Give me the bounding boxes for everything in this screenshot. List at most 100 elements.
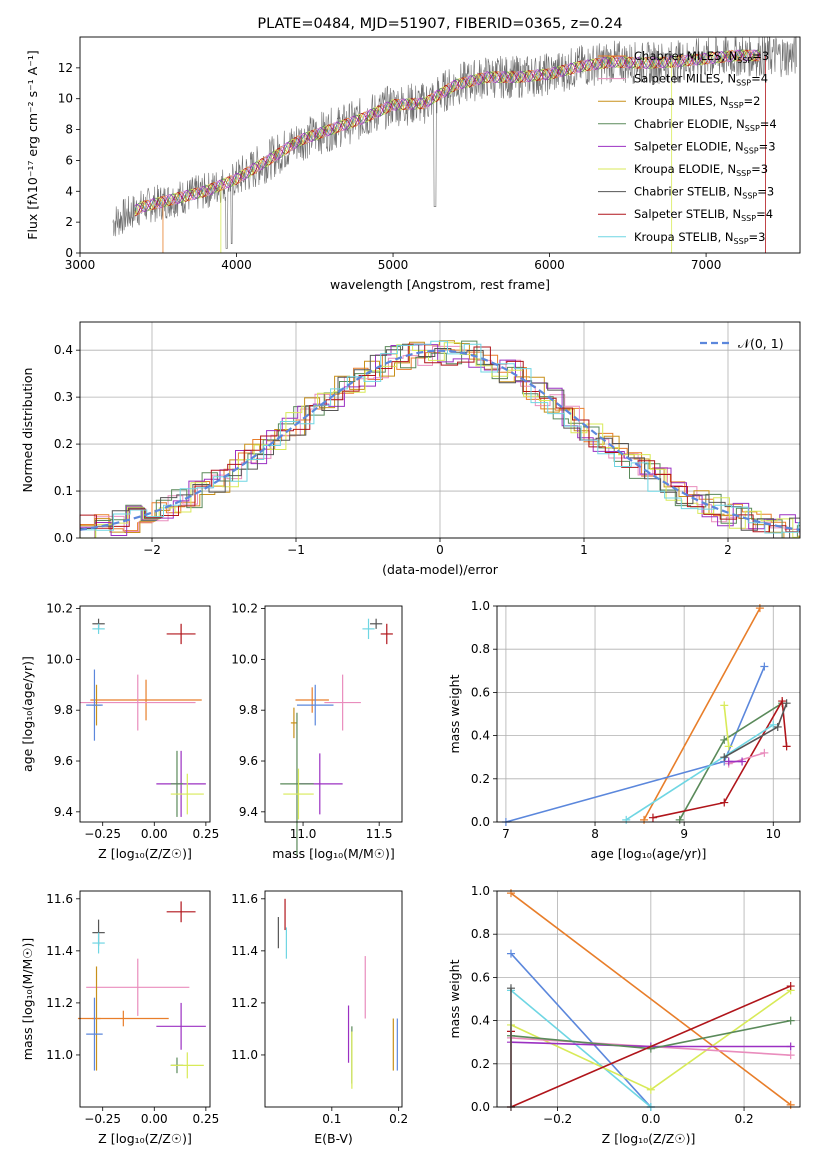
residuals-ytick-label: 0.3 bbox=[54, 390, 73, 404]
age_weight-point-marker bbox=[782, 742, 791, 751]
age_weight-point-marker bbox=[720, 735, 729, 744]
z_weight-ytick-label: 0.0 bbox=[471, 1100, 490, 1114]
z_weight-frame bbox=[496, 890, 801, 1108]
residuals-histogram-step bbox=[79, 345, 801, 539]
residuals-xtick-label: −2 bbox=[143, 543, 161, 557]
legend-entry-8: Kroupa STELIB, NSSP=3 bbox=[634, 230, 765, 246]
residuals-xtick-label: 0 bbox=[436, 543, 444, 557]
age_weight-point-marker bbox=[724, 757, 733, 766]
age_weight-xtick-label: 10 bbox=[766, 827, 781, 841]
z_mass-xlabel: Z [log₁₀(Z/Z☉)] bbox=[98, 1131, 192, 1146]
legend-entry-3: Chabrier ELODIE, NSSP=4 bbox=[634, 117, 777, 133]
age_weight-point-marker bbox=[782, 699, 791, 708]
residuals-legend-label: 𝒩(0, 1) bbox=[738, 336, 784, 351]
residuals-ytick-label: 0.0 bbox=[54, 531, 73, 545]
residuals-gaussian-line bbox=[79, 349, 801, 531]
age_weight-xtick-label: 9 bbox=[680, 827, 688, 841]
ebv_mass-xlabel: E(B-V) bbox=[314, 1131, 353, 1146]
z_weight-point-marker bbox=[646, 1085, 655, 1094]
spectrum-ytick-label: 10 bbox=[58, 92, 73, 106]
age_weight-series-line bbox=[643, 607, 761, 821]
z_mass-ylabel: mass [log₁₀(M/M☉)] bbox=[20, 938, 35, 1060]
age_weight-point-marker bbox=[720, 798, 729, 807]
age_weight-point-marker bbox=[640, 815, 649, 824]
age_weight-ytick-label: 1.0 bbox=[471, 599, 490, 613]
mass_age-xtick-label: 11.5 bbox=[366, 827, 393, 841]
legend-entry-4: Salpeter ELODIE, NSSP=3 bbox=[634, 139, 776, 155]
age_weight-ytick-label: 0.0 bbox=[471, 815, 490, 829]
age_weight-point-marker bbox=[720, 753, 729, 762]
legend-entry-7: Salpeter STELIB, NSSP=4 bbox=[634, 207, 773, 223]
age_weight-series-line bbox=[625, 724, 774, 821]
spectrum-frame bbox=[79, 36, 801, 254]
spectrum-model-line bbox=[134, 49, 761, 215]
spectrum-ytick-label: 8 bbox=[65, 123, 73, 137]
age_weight-xtick-label: 8 bbox=[591, 827, 599, 841]
age_weight-ytick-label: 0.6 bbox=[471, 685, 490, 699]
age_weight-point-marker bbox=[724, 742, 733, 751]
age_weight-xlabel: age [log₁₀(age/yr)] bbox=[591, 846, 707, 861]
spectrum-model-line bbox=[134, 49, 761, 214]
z_mass-ytick-label: 11.4 bbox=[46, 944, 73, 958]
spectrum-model-line bbox=[134, 49, 761, 217]
age_weight-axes: 7 8 9 10 0.0 0.2 0.4 0.6 0.8 1.0 age [log₁₀(age/yr… bbox=[447, 599, 800, 861]
z_age-ytick-label: 9.6 bbox=[54, 754, 73, 768]
legend-entry-1: Salpeter MILES, NSSP=4 bbox=[634, 72, 768, 88]
z_age-xlabel: Z [log₁₀(Z/Z☉)] bbox=[98, 846, 192, 861]
mass_age-ytick-label: 10.2 bbox=[231, 602, 258, 616]
age_weight-series-line bbox=[723, 705, 730, 747]
spectrum-xtick-label: 3000 bbox=[65, 258, 96, 272]
residuals-ytick-label: 0.4 bbox=[54, 343, 73, 357]
residuals-ylabel: Normed distribution bbox=[20, 368, 35, 493]
z_weight-point-marker bbox=[786, 1042, 795, 1051]
z_weight-ytick-label: 0.4 bbox=[471, 1014, 490, 1028]
z_mass-ytick-label: 11.6 bbox=[46, 892, 73, 906]
age_weight-xtick-label: 7 bbox=[502, 827, 510, 841]
mass_age-frame bbox=[264, 605, 403, 823]
z_weight-point-marker bbox=[786, 1016, 795, 1025]
age_weight-point-marker bbox=[738, 757, 747, 766]
residuals-histogram-step bbox=[79, 340, 800, 534]
z_weight-ytick-label: 0.8 bbox=[471, 927, 490, 941]
residuals-histogram-step bbox=[79, 344, 800, 536]
z_mass-axes: −0.25 0.00 0.25 11.0 11.2 11.4 11.6 Z [log₁₀(Z/… bbox=[20, 892, 219, 1146]
residuals-histogram-step bbox=[79, 340, 800, 539]
spectrum-ylabel: Flux [fλ10⁻¹⁷ erg cm⁻² s⁻¹ A⁻¹] bbox=[25, 50, 40, 239]
z_mass-xtick-label: 0.25 bbox=[193, 1112, 220, 1126]
spectrum-xtick-label: 6000 bbox=[534, 258, 565, 272]
mass_age-xlabel: mass [log₁₀(M/M☉)] bbox=[272, 846, 394, 861]
z_mass-frame bbox=[79, 890, 211, 1108]
spectrum-ytick-label: 6 bbox=[65, 153, 73, 167]
mass_age-xtick-label: 11.0 bbox=[290, 827, 317, 841]
mass_age-ytick-label: 9.4 bbox=[239, 805, 258, 819]
mass_age-ytick-label: 9.8 bbox=[239, 703, 258, 717]
age_weight-ytick-label: 0.8 bbox=[471, 642, 490, 656]
z_mass-ytick-label: 11.0 bbox=[46, 1048, 73, 1062]
ebv_mass-ytick-label: 11.0 bbox=[231, 1048, 258, 1062]
z_weight-series-line bbox=[510, 892, 792, 1106]
residuals-ytick-label: 0.2 bbox=[54, 437, 73, 451]
age_weight-ytick-label: 0.2 bbox=[471, 772, 490, 786]
z_weight-point-marker bbox=[786, 1100, 795, 1109]
spectrum-ytick-label: 0 bbox=[65, 246, 73, 260]
z_weight-point-marker bbox=[506, 984, 515, 993]
z_weight-point-marker bbox=[786, 1051, 795, 1060]
age_weight-point-marker bbox=[778, 697, 787, 706]
residuals-ytick-label: 0.1 bbox=[54, 484, 73, 498]
spectrum-xtick-label: 7000 bbox=[691, 258, 722, 272]
residuals-xtick-label: −1 bbox=[287, 543, 305, 557]
z_weight-ytick-label: 1.0 bbox=[471, 884, 490, 898]
age_weight-ylabel: mass weight bbox=[447, 674, 462, 753]
z_weight-xtick-label: 0.2 bbox=[735, 1112, 754, 1126]
z_age-xtick-label: 0.00 bbox=[141, 827, 168, 841]
residuals-xtick-label: 2 bbox=[724, 543, 732, 557]
spectrum-ytick-label: 2 bbox=[65, 215, 73, 229]
z_weight-xlabel: Z [log₁₀(Z/Z☉)] bbox=[602, 1131, 696, 1146]
ebv_mass-ytick-label: 11.4 bbox=[231, 944, 258, 958]
residuals-histogram-step bbox=[79, 343, 800, 539]
age_weight-point-marker bbox=[648, 813, 657, 822]
ebv_mass-ytick-label: 11.2 bbox=[231, 996, 258, 1010]
age_weight-point-marker bbox=[760, 662, 769, 671]
z_weight-xtick-label: 0.0 bbox=[641, 1112, 660, 1126]
